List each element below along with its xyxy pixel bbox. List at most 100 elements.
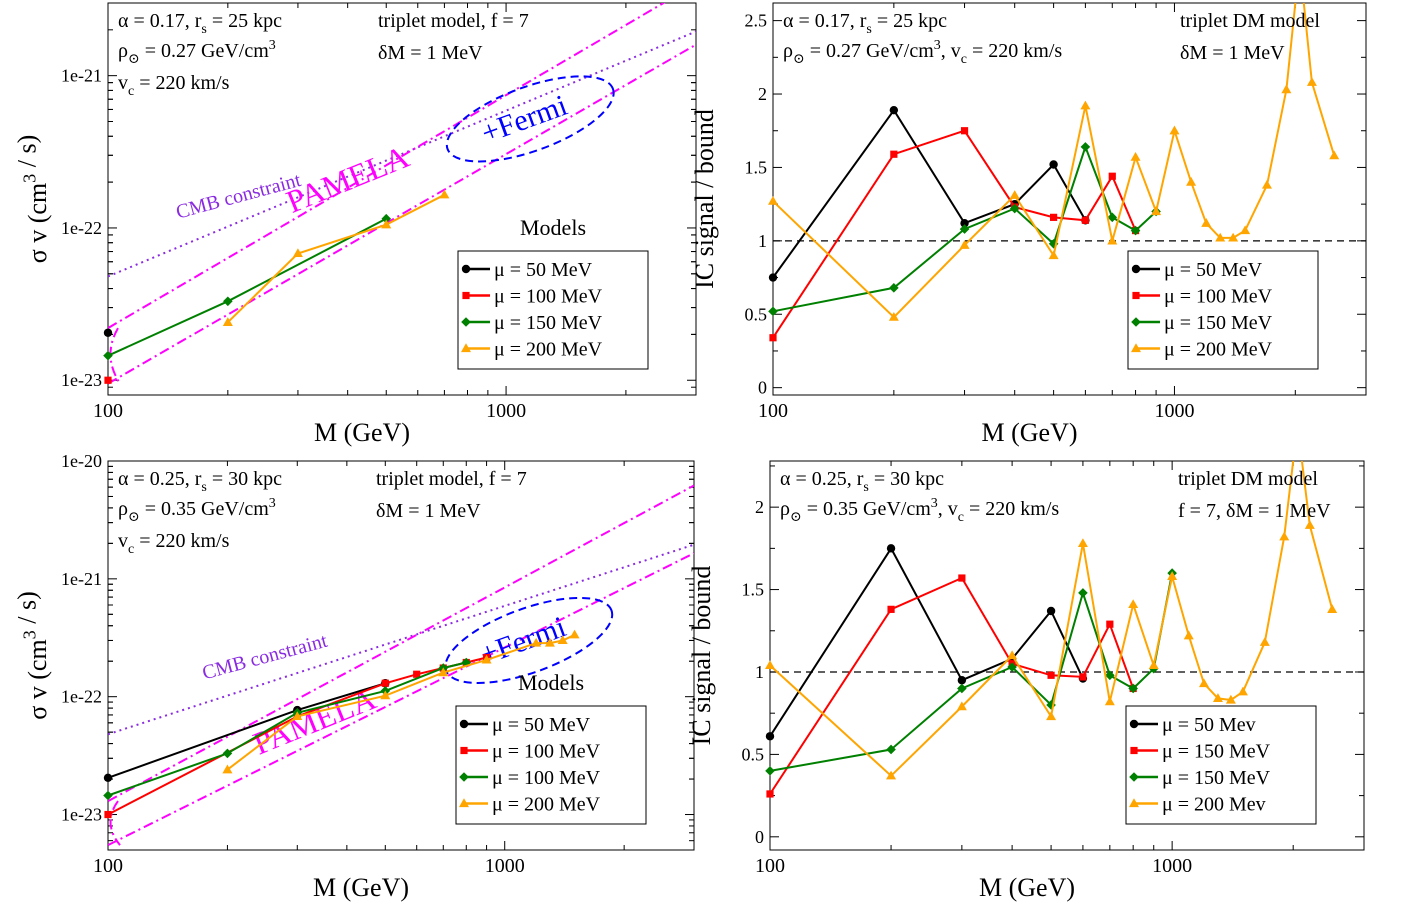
legend-marker <box>1131 343 1141 353</box>
model-line-2: δM = 1 MeV <box>1180 42 1285 64</box>
data-point <box>960 219 969 228</box>
series-line <box>769 572 1174 772</box>
param-line-3: vc = 220 km/s <box>118 530 230 557</box>
pamela-upper-line <box>108 3 666 329</box>
legend-label: μ = 150 MeV <box>494 312 603 334</box>
legend-label: μ = 100 MeV <box>492 767 601 789</box>
data-point <box>887 605 895 613</box>
model-line-1: triplet DM model <box>1180 10 1320 32</box>
legend-item: μ = 100 MeV <box>1132 286 1273 308</box>
data-area <box>103 189 450 384</box>
data-point <box>1327 604 1338 613</box>
data-point <box>1046 606 1056 616</box>
y-axis-label: IC signal / bound <box>690 109 719 289</box>
x-tick-label: 100 <box>93 855 123 877</box>
legend-marker <box>461 264 471 274</box>
series-line <box>772 108 1087 279</box>
legend-label: μ = 200 MeV <box>1164 339 1273 361</box>
legend-label: μ = 100 MeV <box>1164 286 1273 308</box>
data-point <box>956 701 967 711</box>
pamela-upper-line <box>108 484 694 802</box>
plot-frame <box>107 2 697 396</box>
y-tick-label: 1e-21 <box>61 66 102 86</box>
y-tick-label: 1.5 <box>745 157 768 177</box>
data-point <box>557 635 568 645</box>
series-4 <box>768 3 1340 321</box>
data-point <box>1201 218 1212 227</box>
legend-label: μ = 200 MeV <box>492 794 601 816</box>
x-axis-label: M (GeV) <box>313 873 409 902</box>
data-point <box>1169 125 1180 135</box>
data-point <box>1105 670 1115 681</box>
data-point <box>769 334 777 342</box>
data-point <box>1186 176 1197 186</box>
panel-top-right: 100 1000 0 0.5 1 1.5 2 2.5 M (GeV) IC signal / bo… <box>690 2 1367 447</box>
series-4 <box>765 461 1338 780</box>
data-point <box>1081 216 1089 224</box>
series-line <box>772 129 1137 339</box>
data-point <box>1304 520 1315 529</box>
data-point <box>1212 693 1223 702</box>
legend-label: μ = 50 MeV <box>1164 259 1263 281</box>
series-line <box>227 193 445 324</box>
data-point <box>103 350 113 361</box>
series-3 <box>103 213 392 361</box>
legend-label: μ = 150 MeV <box>1164 312 1273 334</box>
y-tick-label: 0 <box>758 378 767 398</box>
legend-marker <box>1129 798 1139 808</box>
model-line-2: f = 7, δM = 1 MeV <box>1178 500 1331 522</box>
legend-marker <box>1131 317 1141 327</box>
data-point <box>1048 250 1059 260</box>
data-point <box>1167 571 1178 580</box>
data-point <box>1106 620 1114 628</box>
model-line-1: triplet DM model <box>1178 468 1318 490</box>
legend-item: μ = 100 MeV <box>460 741 601 763</box>
data-point <box>1130 151 1141 161</box>
data-point <box>768 273 778 282</box>
legend-marker <box>1129 772 1139 782</box>
data-point <box>890 150 898 158</box>
data-point <box>1128 599 1139 609</box>
data-point <box>766 790 774 798</box>
legend-item: μ = 200 Mev <box>1129 794 1266 816</box>
fermi-region <box>445 75 615 163</box>
x-tick-label: 100 <box>93 400 123 422</box>
x-tick-label: 1000 <box>485 855 525 877</box>
data-point <box>103 790 113 801</box>
legend-item: μ = 50 MeV <box>459 714 591 736</box>
data-area <box>765 461 1338 798</box>
data-point <box>380 690 391 700</box>
data-point <box>1279 531 1290 541</box>
legend-item: μ = 150 MeV <box>1130 741 1271 763</box>
y-tick-label: 0.5 <box>745 304 768 324</box>
data-point <box>292 248 303 258</box>
x-axis-label: M (GeV) <box>979 873 1075 902</box>
data-point <box>889 105 899 115</box>
series-line <box>769 461 1334 778</box>
param-line-1: α = 0.25, rs = 30 kpc <box>780 468 944 495</box>
data-point <box>889 283 899 293</box>
data-point <box>569 629 580 639</box>
model-line-1: triplet model, f = 7 <box>378 10 529 32</box>
y-axis-label: σ v (cm3 / s) <box>13 135 52 264</box>
y-tick-label: 1 <box>758 231 767 251</box>
legend-marker <box>459 772 469 782</box>
legend-item: μ = 200 MeV <box>459 794 601 816</box>
param-line-3: vc = 220 km/s <box>118 72 230 99</box>
data-area <box>768 3 1340 342</box>
series-4 <box>222 189 450 326</box>
legend-label: μ = 100 MeV <box>492 741 601 763</box>
y-tick-label: 1e-22 <box>61 687 102 707</box>
series-line <box>769 576 1135 795</box>
data-point <box>381 219 392 229</box>
data-point <box>1259 637 1270 646</box>
series-4 <box>222 629 580 774</box>
legend-marker <box>460 746 468 755</box>
legend-label: μ = 150 MeV <box>1162 741 1271 763</box>
data-point <box>1130 225 1141 236</box>
legend-marker <box>459 798 469 808</box>
data-point <box>1329 150 1340 160</box>
model-line-2: δM = 1 MeV <box>378 42 483 64</box>
data-point <box>1237 686 1248 696</box>
